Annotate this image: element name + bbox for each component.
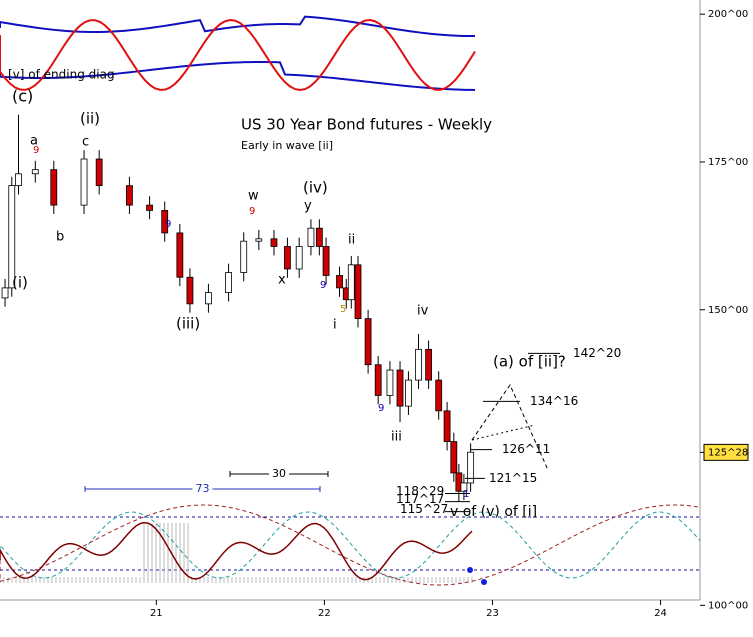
cycle-label-bg — [192, 482, 213, 496]
wave-label: (c) — [12, 87, 33, 106]
wave-label: a — [30, 134, 38, 149]
level-label: 134^16 — [530, 394, 578, 408]
wave-label: iii — [391, 430, 402, 445]
y-tick-label: 100^00 — [708, 600, 748, 611]
cycle-label: 73 — [196, 482, 210, 495]
level-label: 115^27 — [400, 502, 448, 516]
candle-body — [270, 238, 278, 247]
candle-body — [347, 264, 355, 301]
candle-body — [80, 158, 88, 206]
candle-body — [374, 364, 382, 396]
x-tick-label: 23 — [486, 608, 499, 619]
candle-body — [50, 169, 58, 206]
candle-body — [255, 238, 263, 242]
candle-body — [1, 287, 9, 299]
marker — [481, 579, 487, 585]
candle-body — [354, 264, 362, 320]
y-tick-label: 150^00 — [708, 305, 748, 316]
level-label: 126^11 — [502, 442, 550, 456]
cycle-label-bg — [269, 467, 289, 481]
note: [v] of ending diag — [8, 68, 115, 82]
level-label: 117^17 — [396, 492, 444, 506]
wave-label: ii — [348, 233, 355, 248]
wave-label: 9 — [320, 280, 326, 291]
candle-body — [364, 318, 372, 366]
candle-body — [396, 369, 404, 407]
cycle-line — [0, 511, 701, 579]
y-tick-label: 200^00 — [708, 9, 748, 20]
wave-label: w — [248, 189, 259, 204]
wave-label: (ii) — [80, 110, 100, 128]
candle-body — [225, 272, 232, 294]
candle-body — [95, 158, 103, 187]
wave-label: 9 — [249, 206, 255, 217]
oscillator-line — [0, 19, 476, 92]
cycle-panel — [0, 504, 701, 586]
cycle-line — [0, 504, 701, 586]
wave-label: 9 — [33, 145, 39, 156]
candle-body — [31, 169, 39, 175]
x-tick-label: 21 — [150, 608, 163, 619]
y-tick-label: 175^00 — [708, 157, 748, 168]
wave-label: 1 — [463, 489, 469, 500]
candle-body — [415, 348, 422, 381]
x-tick-label: 22 — [318, 608, 331, 619]
wave-label: v of (v) of [i] — [450, 504, 537, 520]
candle-body — [435, 379, 443, 412]
oscillator-panel — [0, 15, 476, 92]
projection — [471, 424, 536, 441]
wave-label: b — [56, 230, 64, 245]
candle-body — [336, 275, 343, 289]
level-label: 142^20 — [573, 346, 621, 360]
candle-body — [146, 204, 153, 211]
y-tick-label: 125^28 — [708, 447, 748, 458]
wave-label: (iii) — [176, 315, 200, 333]
candle-body — [240, 240, 248, 273]
candle-body — [315, 227, 323, 247]
oscillator-line — [0, 521, 473, 581]
candle-body — [460, 482, 468, 492]
candle-body — [307, 227, 315, 247]
wave-label: (i) — [12, 274, 28, 292]
wave-label: 9 — [165, 219, 171, 230]
wave-label: i — [333, 318, 337, 333]
wave-label: (a) of [ii]? — [493, 353, 566, 371]
candle-body — [405, 379, 412, 407]
wave-label: 5 — [340, 304, 346, 315]
cycle-label: 30 — [272, 467, 286, 480]
x-tick-label: 24 — [654, 608, 667, 619]
candle-body — [8, 185, 16, 289]
candle-body — [455, 472, 463, 492]
wave-label: x — [278, 273, 286, 288]
candle-body — [322, 246, 330, 276]
candle-body — [161, 210, 169, 234]
candle-body — [15, 173, 22, 187]
candle-body — [386, 369, 394, 396]
band-line — [0, 60, 476, 91]
candle-body — [295, 246, 303, 270]
candle-body — [205, 292, 212, 305]
wave-label: iv — [417, 304, 429, 319]
candle-body — [450, 441, 458, 474]
chart-title: US 30 Year Bond futures - Weekly — [241, 116, 492, 134]
level-label: 118^29 — [396, 484, 444, 498]
candle-body — [467, 451, 475, 484]
candle-body — [443, 410, 451, 442]
level-label: 121^15 — [489, 471, 537, 485]
wave-label: (iv) — [303, 179, 328, 197]
wave-label: 9 — [378, 403, 384, 414]
price-box — [703, 443, 749, 461]
candle-body — [284, 246, 291, 270]
candle-body — [186, 276, 194, 305]
wave-label: y — [304, 199, 312, 214]
marker — [467, 567, 473, 573]
wave-label: c — [82, 135, 89, 150]
candle-body — [425, 348, 433, 381]
chart-subtitle: Early in wave [ii] — [241, 139, 333, 152]
candle-body — [126, 185, 133, 206]
projection — [471, 383, 549, 471]
candle-body — [176, 232, 184, 278]
